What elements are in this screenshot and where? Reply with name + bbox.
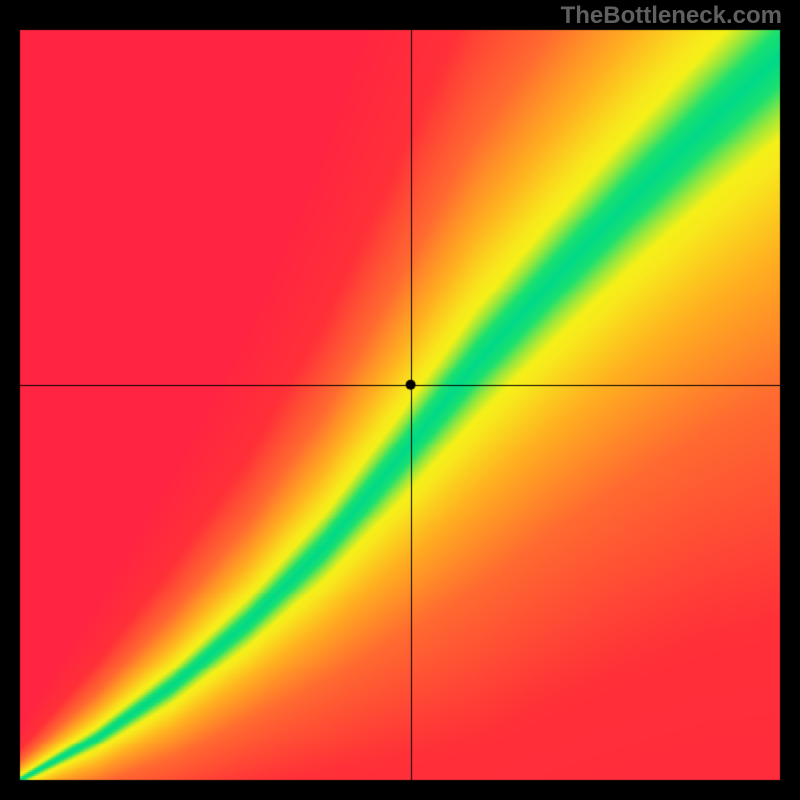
watermark-text: TheBottleneck.com — [561, 2, 782, 30]
chart-container: TheBottleneck.com — [0, 0, 800, 800]
bottleneck-heatmap — [0, 0, 800, 800]
